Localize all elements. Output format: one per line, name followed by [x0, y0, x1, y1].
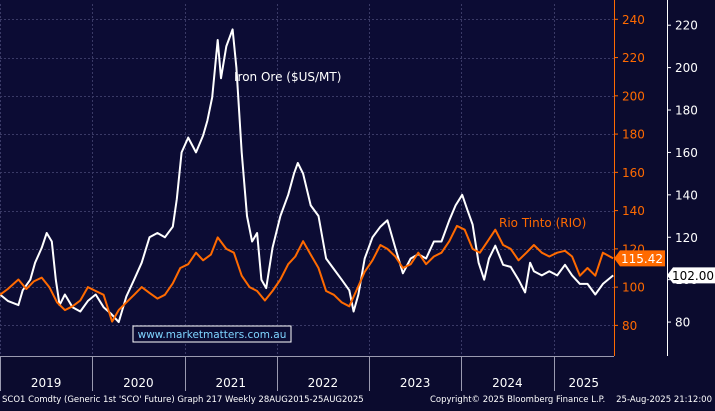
rio-last-value-tag — [614, 250, 665, 267]
rio-last-value: 115.42 — [621, 252, 663, 266]
x-tick-label-2019: 2019 — [31, 376, 62, 390]
footer-right: 25-Aug-2025 21:12:00 — [616, 395, 712, 405]
x-tick-label-2024: 2024 — [492, 376, 523, 390]
rio-tinto-label: Rio Tinto (RIO) — [499, 216, 586, 230]
watermark-text: www.marketmatters.com.au — [138, 329, 287, 341]
footer-center: Copyright© 2025 Bloomberg Finance L.P. — [430, 395, 605, 405]
iron-ore-last-value: 102.00 — [672, 269, 714, 283]
rio-tinto-series-line — [0, 224, 614, 323]
series-layer — [0, 28, 614, 324]
left-tick-label-200: 200 — [622, 89, 645, 103]
left-tick-label-80: 80 — [622, 319, 637, 333]
right-tick-label-180: 180 — [675, 104, 698, 118]
watermark-box: www.marketmatters.com.au — [132, 325, 292, 343]
left-tick-label-240: 240 — [622, 13, 645, 27]
left-axis-panel — [614, 0, 667, 356]
left-tick-label-140: 140 — [622, 204, 645, 218]
left-tick-label-160: 160 — [622, 166, 645, 180]
left-tick-label-180: 180 — [622, 128, 645, 142]
right-tick-label-120: 120 — [675, 231, 698, 245]
left-tick-label-220: 220 — [622, 51, 645, 65]
right-tick-label-140: 140 — [675, 188, 698, 202]
right-axis-panel — [667, 0, 715, 356]
iron-ore-series-line — [0, 28, 614, 324]
right-tick-label-80: 80 — [675, 316, 690, 330]
iron-ore-label: Iron Ore ($US/MT) — [234, 70, 341, 84]
footer-left: SCO1 Comdty (Generic 1st 'SCO' Future) G… — [2, 395, 364, 405]
right-tick-label-160: 160 — [675, 146, 698, 160]
x-tick-label-2020: 2020 — [123, 376, 154, 390]
x-tick-label-2023: 2023 — [400, 376, 431, 390]
last-value-tags: 115.42 102.00 — [614, 250, 715, 284]
x-tick-label-2025: 2025 — [569, 376, 600, 390]
left-tick-label-100: 100 — [622, 281, 645, 295]
iron-ore-last-value-tag — [667, 267, 715, 284]
footer-band — [0, 391, 715, 406]
x-tick-label-2022: 2022 — [308, 376, 339, 390]
x-axis-ticks: 2019 2020 2021 2022 2023 2024 2025 — [0, 356, 600, 391]
x-tick-label-2021: 2021 — [215, 376, 246, 390]
right-tick-label-200: 200 — [675, 61, 698, 75]
x-axis-band — [0, 356, 715, 391]
right-tick-label-220: 220 — [675, 19, 698, 33]
plot-background — [0, 0, 614, 356]
